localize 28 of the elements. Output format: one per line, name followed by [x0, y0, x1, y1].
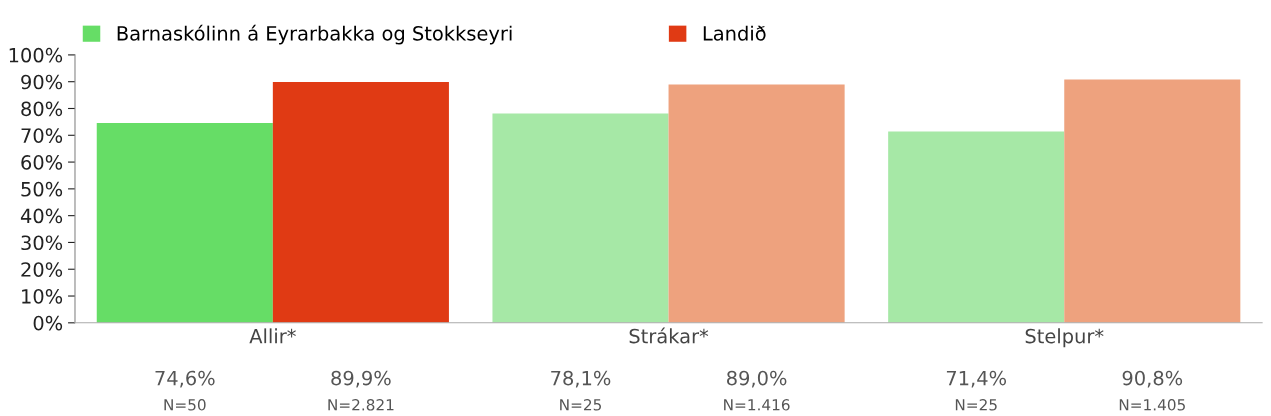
- y-tick-label: 0%: [33, 315, 63, 331]
- y-tick-label: 90%: [21, 74, 63, 90]
- x-tick-label: Allir*: [249, 328, 296, 344]
- bar: [888, 131, 1065, 323]
- y-tick-label: 10%: [22, 288, 63, 304]
- data-label: 78,1% N=25: [551, 370, 611, 411]
- y-tick-label: 50%: [21, 181, 63, 197]
- y-tick-label: 30%: [21, 235, 63, 251]
- data-label: 71,4% N=25: [946, 370, 1007, 411]
- y-tick-label: 20%: [21, 262, 63, 277]
- bar: [492, 113, 669, 323]
- legend-label: Barnaskólinn á Eyrarbakka og Stokkseyri: [117, 24, 512, 45]
- y-tick-label: 100%: [9, 47, 63, 63]
- bar: [668, 84, 845, 323]
- x-tick-label: Stelpur*: [1025, 328, 1104, 348]
- legend-label: Landið: [703, 25, 766, 41]
- y-tick-label: 70%: [21, 128, 63, 143]
- data-label: 90,8% N=1.405: [1119, 370, 1185, 411]
- bar: [96, 122, 273, 323]
- data-label: 89,0% N=1.416: [724, 370, 790, 411]
- x-tick-label: Strákar*: [629, 327, 709, 344]
- y-tick-label: 60%: [21, 155, 63, 170]
- y-tick-label: 40%: [20, 208, 63, 224]
- y-tick-label: 80%: [21, 101, 63, 117]
- data-label: 74,6% N=50: [155, 370, 215, 411]
- data-label: 89,9% N=2.821: [328, 370, 394, 411]
- bar: [1064, 79, 1241, 323]
- bar: [272, 81, 449, 323]
